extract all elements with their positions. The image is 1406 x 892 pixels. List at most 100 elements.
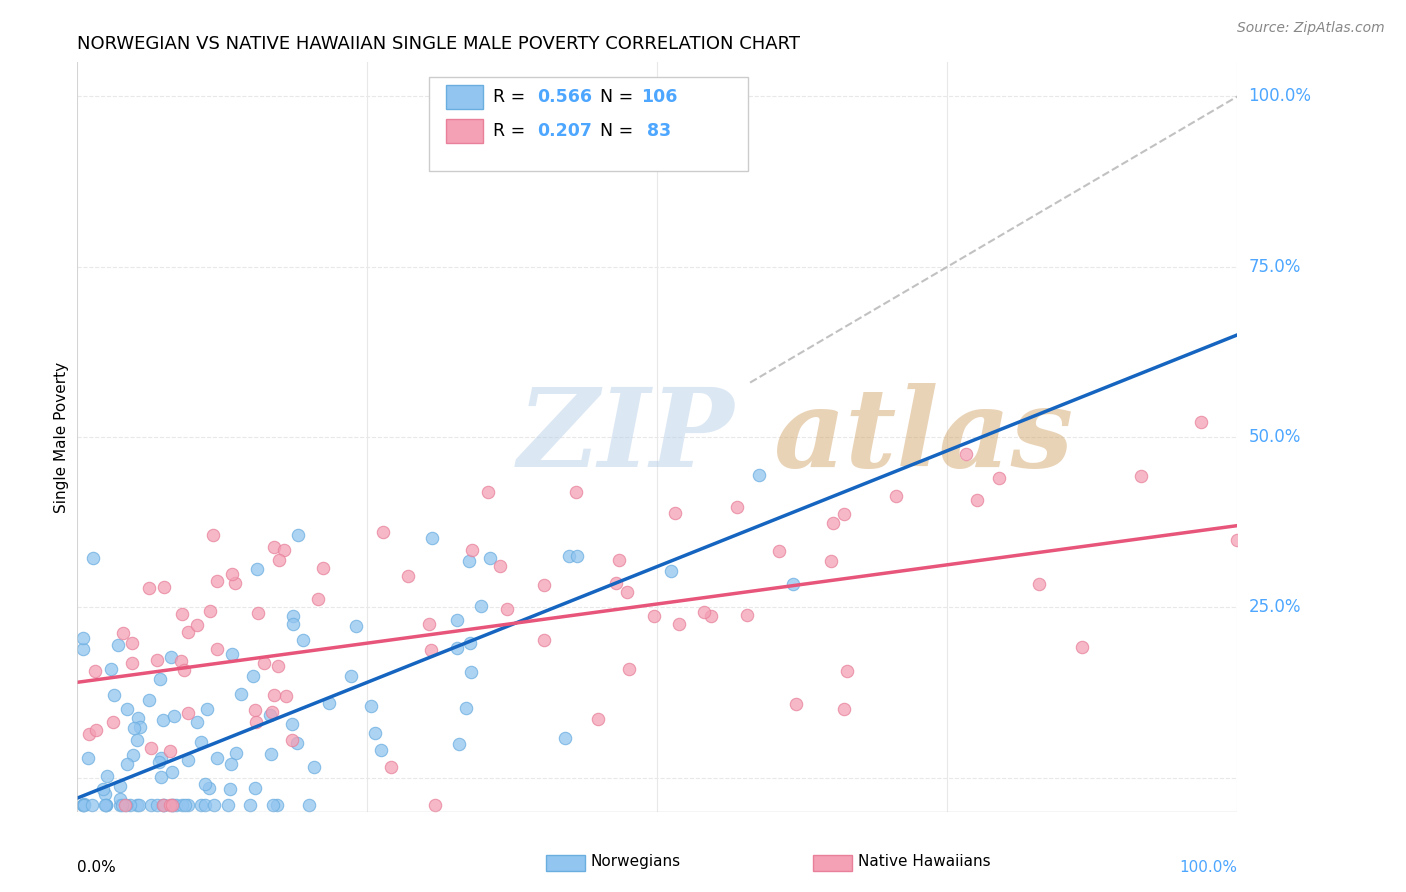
- Point: [148, 755, 170, 769]
- Point: [607, 552, 630, 566]
- Text: 100.0%: 100.0%: [1180, 861, 1237, 875]
- Point: [128, 797, 150, 812]
- Point: [72, 797, 94, 812]
- Point: [117, 756, 139, 771]
- Point: [834, 702, 856, 716]
- Point: [586, 712, 609, 726]
- Point: [193, 777, 215, 791]
- Point: [263, 540, 285, 554]
- Point: [186, 617, 208, 632]
- Point: [225, 746, 247, 760]
- Point: [141, 797, 163, 812]
- Point: [138, 692, 160, 706]
- Point: [266, 797, 288, 812]
- Text: ZIP: ZIP: [517, 384, 735, 491]
- Point: [533, 633, 555, 648]
- Point: [186, 714, 208, 729]
- Point: [146, 797, 169, 812]
- Point: [418, 617, 440, 632]
- Point: [567, 549, 589, 563]
- Point: [198, 604, 221, 618]
- Point: [121, 656, 143, 670]
- Point: [77, 726, 100, 740]
- Point: [72, 641, 94, 656]
- Point: [243, 703, 266, 717]
- Text: 83: 83: [641, 121, 671, 140]
- Point: [72, 632, 94, 646]
- Point: [422, 531, 444, 545]
- Point: [198, 781, 221, 796]
- Point: [785, 697, 807, 711]
- Point: [160, 797, 183, 812]
- Point: [291, 632, 314, 647]
- Point: [112, 626, 135, 640]
- Point: [478, 551, 501, 566]
- Point: [364, 726, 387, 740]
- Point: [477, 484, 499, 499]
- Text: Native Hawaiians: Native Hawaiians: [858, 855, 990, 869]
- Point: [782, 577, 804, 591]
- Point: [91, 782, 114, 797]
- Point: [163, 709, 186, 723]
- Point: [693, 605, 716, 619]
- Point: [159, 743, 181, 757]
- Point: [340, 669, 363, 683]
- Point: [253, 657, 276, 671]
- Point: [470, 599, 492, 613]
- Point: [832, 507, 855, 521]
- Point: [110, 797, 132, 812]
- Point: [101, 714, 124, 729]
- Point: [557, 549, 579, 563]
- Point: [1071, 640, 1094, 654]
- Point: [461, 543, 484, 558]
- Point: [380, 759, 402, 773]
- Point: [699, 609, 721, 624]
- Point: [281, 609, 304, 624]
- Point: [190, 734, 212, 748]
- Point: [146, 653, 169, 667]
- Point: [664, 507, 686, 521]
- Point: [177, 753, 200, 767]
- Point: [111, 797, 134, 812]
- Point: [205, 641, 228, 656]
- Point: [72, 797, 94, 812]
- Point: [201, 528, 224, 542]
- Point: [312, 561, 335, 575]
- Point: [170, 607, 193, 622]
- Point: [84, 665, 107, 679]
- Point: [820, 554, 842, 568]
- Point: [262, 797, 284, 812]
- Point: [108, 779, 131, 793]
- Text: 100.0%: 100.0%: [1249, 87, 1312, 105]
- Point: [565, 484, 588, 499]
- Point: [267, 658, 290, 673]
- Point: [224, 575, 246, 590]
- Point: [103, 688, 125, 702]
- Point: [246, 561, 269, 575]
- Point: [239, 797, 262, 812]
- Point: [96, 768, 118, 782]
- Point: [190, 797, 212, 812]
- Point: [247, 607, 270, 621]
- FancyBboxPatch shape: [429, 78, 748, 171]
- Point: [884, 489, 907, 503]
- Text: 0.566: 0.566: [537, 88, 592, 106]
- Point: [276, 689, 298, 703]
- Point: [988, 471, 1011, 485]
- Point: [149, 672, 172, 686]
- Point: [122, 721, 145, 735]
- Point: [668, 617, 690, 632]
- Point: [302, 760, 325, 774]
- Point: [221, 648, 243, 662]
- FancyBboxPatch shape: [446, 85, 484, 109]
- Point: [173, 663, 195, 677]
- Point: [82, 797, 104, 812]
- Point: [207, 574, 229, 588]
- Point: [617, 662, 640, 676]
- Point: [159, 650, 181, 665]
- Point: [454, 701, 477, 715]
- Text: R =: R =: [492, 121, 530, 140]
- Point: [217, 797, 239, 812]
- Point: [229, 687, 252, 701]
- Point: [162, 797, 184, 812]
